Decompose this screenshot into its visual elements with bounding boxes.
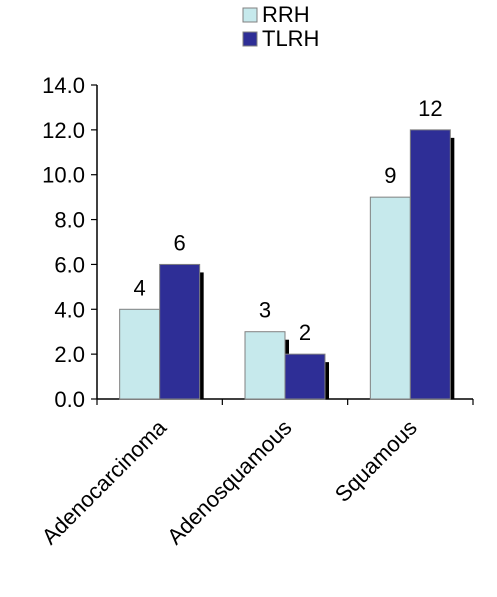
data-label-rrh-adenocarcinoma: 4 xyxy=(134,275,146,300)
bar-tlrh-squamous xyxy=(409,129,451,400)
y-tick-label-0: 0.0 xyxy=(54,387,85,412)
bar-rrh-squamous xyxy=(369,196,411,400)
legend-label-tlrh: TLRH xyxy=(262,26,319,51)
y-tick-label-7: 14.0 xyxy=(42,73,85,98)
data-label-tlrh-adenosquamous: 2 xyxy=(299,320,311,345)
legend-label-rrh: RRH xyxy=(262,2,310,27)
bar-rrh-adenosquamous xyxy=(244,331,286,400)
data-labels: 4 6 3 2 9 12 xyxy=(134,96,443,345)
data-label-tlrh-adenocarcinoma: 6 xyxy=(174,230,186,255)
y-tick-label-1: 2.0 xyxy=(54,342,85,367)
bar-rrh-adenocarcinoma xyxy=(119,308,161,400)
y-tick-label-5: 10.0 xyxy=(42,163,85,188)
bar-tlrh-adenosquamous xyxy=(284,353,326,400)
y-tick-label-3: 6.0 xyxy=(54,252,85,277)
data-label-rrh-squamous: 9 xyxy=(384,163,396,188)
data-label-rrh-adenosquamous: 3 xyxy=(259,298,271,323)
category-label-adenosquamous: Adenosquamous xyxy=(162,415,296,549)
legend-swatch-tlrh xyxy=(242,31,258,47)
bars xyxy=(119,129,455,400)
bar-tlrh-adenocarcinoma xyxy=(159,263,201,400)
data-label-tlrh-squamous: 12 xyxy=(418,96,442,121)
legend-swatch-rrh xyxy=(242,7,258,23)
category-label-squamous: Squamous xyxy=(330,415,422,507)
y-tick-label-2: 4.0 xyxy=(54,297,85,322)
y-tick-label-4: 8.0 xyxy=(54,208,85,233)
y-tick-label-6: 12.0 xyxy=(42,118,85,143)
category-label-adenocarcinoma: Adenocarcinoma xyxy=(37,414,172,549)
